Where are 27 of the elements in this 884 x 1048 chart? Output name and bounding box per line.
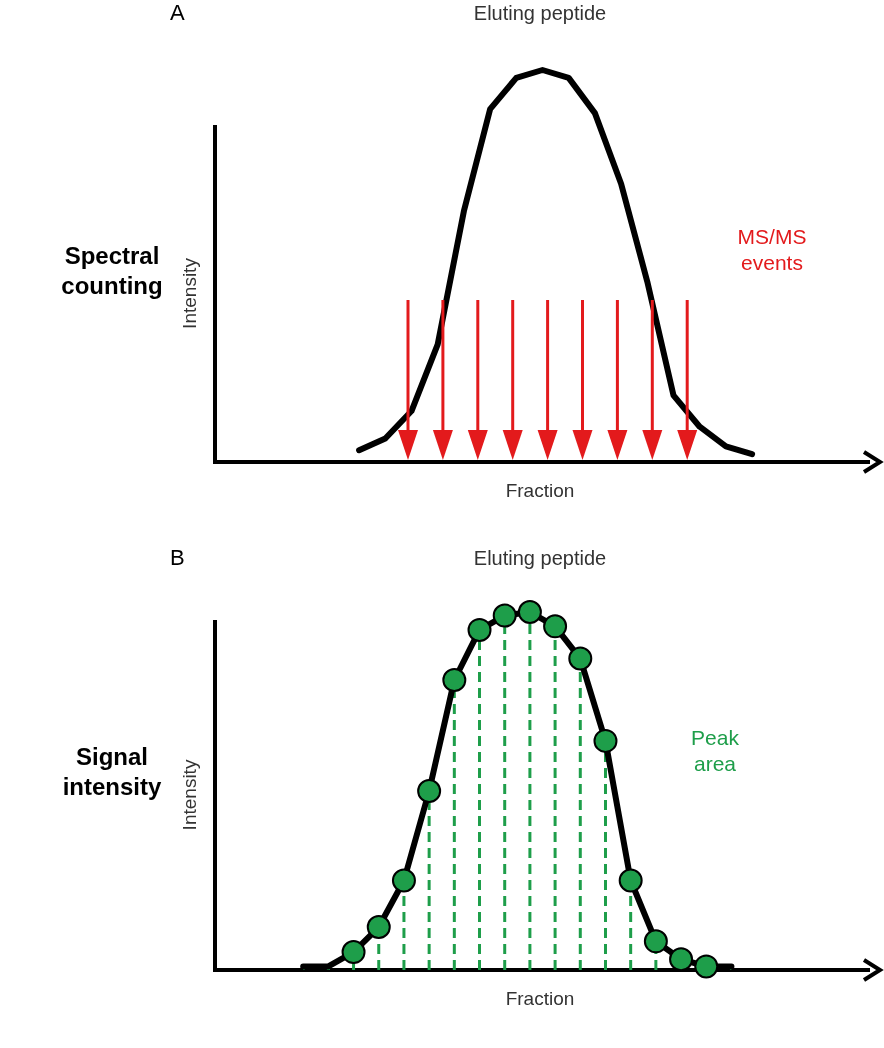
chart-title: Eluting peptide — [473, 547, 607, 569]
point — [543, 614, 568, 639]
point — [417, 779, 442, 803]
point — [366, 915, 391, 940]
point — [618, 868, 643, 893]
point — [341, 940, 366, 965]
y-axis-title: Intensity — [179, 759, 200, 831]
point — [694, 954, 719, 979]
point — [492, 603, 517, 628]
point — [593, 728, 618, 753]
text: Signal intensity — [62, 743, 162, 800]
point — [391, 868, 416, 893]
point — [643, 929, 668, 954]
y-axis-title: Intensity — [179, 257, 200, 329]
text: A — [170, 0, 185, 25]
x-axis-title: Fraction — [505, 480, 575, 501]
text: B — [170, 545, 185, 570]
point — [568, 646, 593, 671]
point — [669, 947, 694, 972]
point — [517, 600, 542, 624]
annotation: MS/MS events — [737, 224, 807, 274]
point — [467, 617, 492, 642]
chart-title: Eluting peptide — [473, 2, 607, 24]
text: Spectral counting — [61, 241, 163, 299]
annotation: Peak area — [691, 726, 740, 776]
point — [442, 668, 467, 693]
x-axis-title: Fraction — [505, 988, 575, 1009]
